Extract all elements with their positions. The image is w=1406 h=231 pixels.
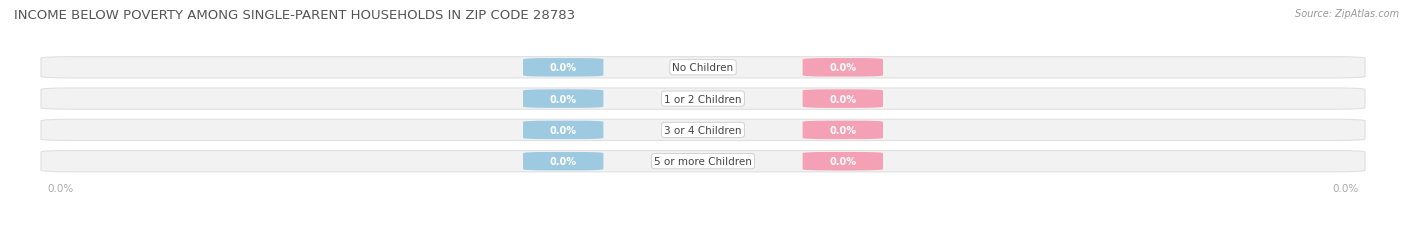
FancyBboxPatch shape	[803, 121, 883, 140]
Text: 0.0%: 0.0%	[550, 125, 576, 135]
FancyBboxPatch shape	[803, 152, 883, 171]
FancyBboxPatch shape	[523, 59, 603, 77]
Text: Source: ZipAtlas.com: Source: ZipAtlas.com	[1295, 9, 1399, 19]
Text: 0.0%: 0.0%	[830, 94, 856, 104]
Text: 1 or 2 Children: 1 or 2 Children	[664, 94, 742, 104]
Text: 0.0%: 0.0%	[550, 63, 576, 73]
Legend: Single Father, Single Mother: Single Father, Single Mother	[610, 226, 796, 231]
Text: No Children: No Children	[672, 63, 734, 73]
FancyBboxPatch shape	[523, 90, 603, 108]
Text: 0.0%: 0.0%	[830, 157, 856, 167]
Text: 0.0%: 0.0%	[830, 125, 856, 135]
Text: INCOME BELOW POVERTY AMONG SINGLE-PARENT HOUSEHOLDS IN ZIP CODE 28783: INCOME BELOW POVERTY AMONG SINGLE-PARENT…	[14, 9, 575, 22]
FancyBboxPatch shape	[523, 152, 603, 171]
FancyBboxPatch shape	[41, 120, 1365, 141]
FancyBboxPatch shape	[41, 151, 1365, 172]
FancyBboxPatch shape	[803, 59, 883, 77]
Text: 0.0%: 0.0%	[830, 63, 856, 73]
FancyBboxPatch shape	[41, 58, 1365, 79]
FancyBboxPatch shape	[803, 90, 883, 108]
Text: 0.0%: 0.0%	[550, 157, 576, 167]
Text: 3 or 4 Children: 3 or 4 Children	[664, 125, 742, 135]
FancyBboxPatch shape	[41, 88, 1365, 110]
Text: 0.0%: 0.0%	[550, 94, 576, 104]
FancyBboxPatch shape	[523, 121, 603, 140]
Text: 5 or more Children: 5 or more Children	[654, 157, 752, 167]
